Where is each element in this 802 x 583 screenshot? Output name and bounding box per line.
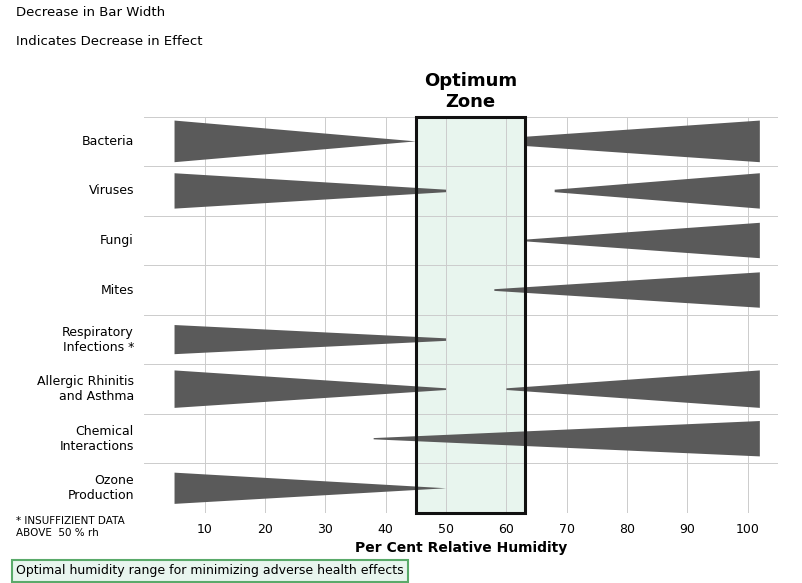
Polygon shape <box>525 121 759 162</box>
Bar <box>416 117 525 513</box>
Polygon shape <box>525 223 759 258</box>
Text: * INSUFFIZIENT DATA
ABOVE  50 % rh: * INSUFFIZIENT DATA ABOVE 50 % rh <box>16 516 125 538</box>
Text: Decrease in Bar Width: Decrease in Bar Width <box>16 6 165 19</box>
Polygon shape <box>175 325 446 354</box>
Polygon shape <box>175 370 446 408</box>
Polygon shape <box>175 173 446 209</box>
Polygon shape <box>175 121 416 162</box>
Polygon shape <box>506 370 759 408</box>
Text: Optimal humidity range for minimizing adverse health effects: Optimal humidity range for minimizing ad… <box>16 564 403 577</box>
Polygon shape <box>494 272 759 308</box>
X-axis label: Per Cent Relative Humidity: Per Cent Relative Humidity <box>355 542 567 556</box>
Polygon shape <box>555 173 759 209</box>
Polygon shape <box>175 473 446 504</box>
Polygon shape <box>374 431 525 446</box>
Text: Optimum
Zone: Optimum Zone <box>423 72 516 111</box>
Polygon shape <box>525 421 759 456</box>
Bar <box>416 117 525 513</box>
Text: Indicates Decrease in Effect: Indicates Decrease in Effect <box>16 35 203 48</box>
